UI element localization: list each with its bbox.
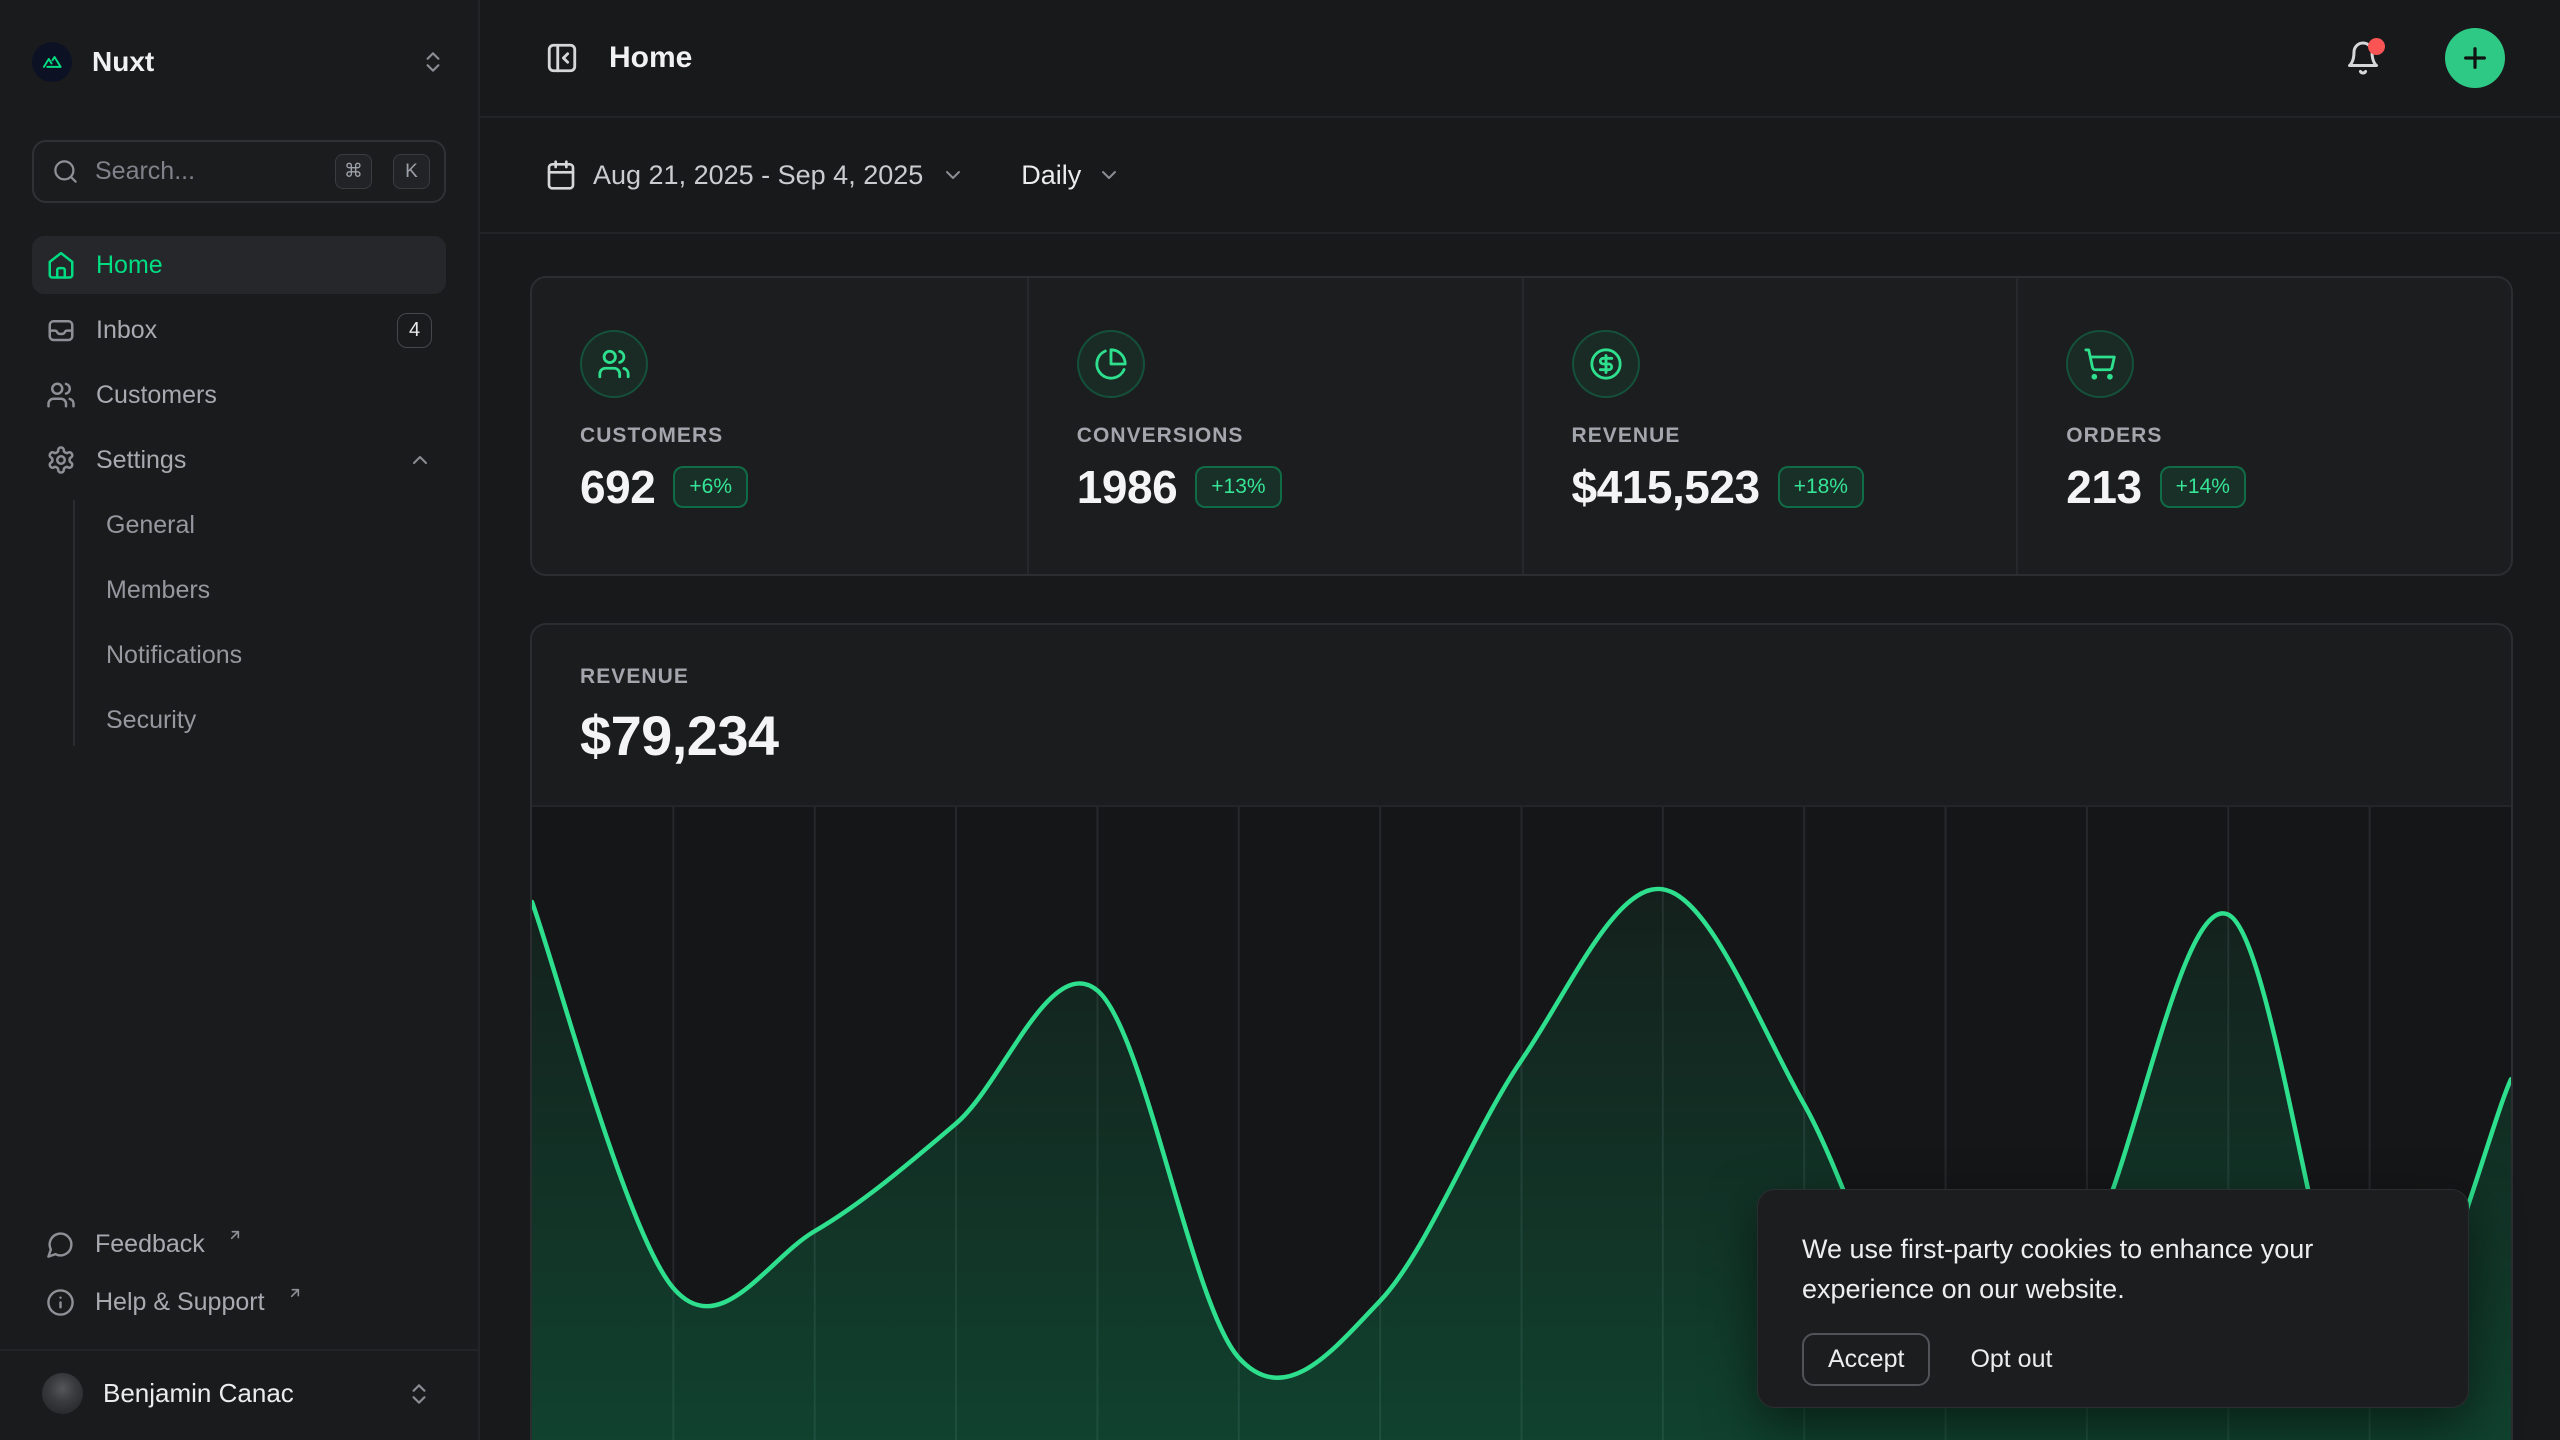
footer-link-label: Feedback — [95, 1229, 205, 1258]
sidebar-item-inbox[interactable]: Inbox 4 — [32, 301, 446, 359]
sidebar-item-notifications[interactable]: Notifications — [32, 626, 446, 684]
sidebar-item-label: Security — [106, 705, 197, 734]
chevrons-up-down-icon — [420, 49, 446, 75]
sidebar-item-settings[interactable]: Settings — [32, 431, 446, 489]
external-arrow-icon — [287, 1285, 303, 1301]
bell-icon — [2345, 40, 2381, 76]
stat-delta-badge: +6% — [673, 466, 748, 508]
cookie-banner: We use first-party cookies to enhance yo… — [1757, 1189, 2469, 1408]
settings-subnav: General Members Notifications Security — [32, 496, 446, 756]
sidebar-item-home[interactable]: Home — [32, 236, 446, 294]
stat-value: 1986 — [1076, 461, 1178, 513]
sidebar-item-label: Settings — [96, 445, 187, 474]
info-circle-icon — [46, 1288, 75, 1317]
home-icon — [46, 250, 76, 280]
sidebar-item-label: Customers — [96, 380, 217, 409]
page-title: Home — [609, 41, 693, 74]
stat-card-orders[interactable]: ORDERS 213 +14% — [2016, 278, 2511, 574]
stat-label: CUSTOMERS — [580, 424, 724, 447]
dollar-circle-icon — [1571, 330, 1640, 398]
stat-card-revenue[interactable]: REVENUE $415,523 +18% — [1521, 278, 2017, 574]
accept-cookies-button[interactable]: Accept — [1802, 1333, 1931, 1387]
avatar — [42, 1373, 83, 1414]
pie-chart-icon — [1076, 330, 1145, 398]
plus-icon — [2459, 42, 2491, 74]
search-icon — [52, 158, 79, 185]
stat-value: 213 — [2066, 461, 2142, 513]
user-name: Benjamin Canac — [103, 1378, 294, 1408]
granularity-label: Daily — [1021, 159, 1082, 190]
help-support-link[interactable]: Help & Support — [32, 1273, 446, 1331]
revenue-chart-label: REVENUE — [580, 665, 689, 688]
revenue-chart-header: REVENUE $79,234 — [532, 625, 2511, 805]
chart-line — [532, 886, 2511, 1396]
cookie-actions: Accept Opt out — [1802, 1333, 2424, 1387]
inbox-icon — [46, 315, 76, 345]
users-icon — [580, 330, 648, 398]
optout-cookies-button[interactable]: Opt out — [1970, 1345, 2053, 1374]
revenue-chart-value: $79,234 — [580, 704, 779, 767]
chart-area-fill — [532, 888, 2511, 1440]
chevron-down-icon — [1097, 163, 1121, 187]
stat-value: 692 — [580, 461, 656, 513]
kbd-k: K — [393, 154, 430, 189]
sidebar-item-label: Home — [96, 250, 163, 279]
stat-label: REVENUE — [1571, 424, 1681, 447]
stat-delta-badge: +13% — [1195, 466, 1282, 508]
chevron-down-icon — [941, 163, 965, 187]
workspace-name: Nuxt — [92, 46, 155, 77]
filters-toolbar: Aug 21, 2025 - Sep 4, 2025 Daily — [480, 118, 2560, 234]
sidebar-item-general[interactable]: General — [32, 496, 446, 554]
granularity-select[interactable]: Daily — [1021, 160, 1121, 191]
stat-label: ORDERS — [2066, 424, 2163, 447]
gear-icon — [46, 445, 76, 475]
sidebar-nav: Home Inbox 4 Customers Settings — [32, 236, 446, 758]
sidebar-spacer — [32, 758, 446, 1215]
user-menu[interactable]: Benjamin Canac — [32, 1351, 446, 1440]
page-header: Home — [480, 0, 2560, 118]
kbd-meta: ⌘ — [335, 154, 372, 189]
sidebar-item-label: General — [106, 510, 195, 539]
sidebar-item-customers[interactable]: Customers — [32, 366, 446, 424]
search-input[interactable]: Search... ⌘ K — [32, 140, 446, 203]
sidebar-item-label: Members — [106, 575, 211, 604]
cart-icon — [2066, 330, 2135, 398]
inbox-count-badge: 4 — [397, 312, 432, 348]
calendar-icon — [545, 159, 577, 191]
stat-delta-badge: +18% — [1777, 466, 1864, 508]
stats-row: CUSTOMERS 692 +6% CONVERSIONS 1986 +13% — [530, 276, 2513, 576]
date-range-picker[interactable]: Aug 21, 2025 - Sep 4, 2025 — [545, 159, 965, 191]
nuxt-logo-icon — [32, 42, 72, 82]
sidebar-item-security[interactable]: Security — [32, 691, 446, 749]
workspace-switcher[interactable]: Nuxt — [32, 42, 446, 82]
search-placeholder: Search... — [95, 157, 196, 185]
date-range-label: Aug 21, 2025 - Sep 4, 2025 — [593, 159, 924, 190]
external-arrow-icon — [227, 1227, 243, 1243]
sidebar-divider — [0, 1349, 478, 1351]
stat-label: CONVERSIONS — [1076, 424, 1244, 447]
stat-card-conversions[interactable]: CONVERSIONS 1986 +13% — [1026, 278, 1522, 574]
message-bubble-icon — [46, 1230, 75, 1259]
notifications-button[interactable] — [2345, 38, 2385, 76]
sidebar-collapse-button[interactable] — [545, 41, 579, 75]
footer-link-label: Help & Support — [95, 1287, 265, 1316]
sidebar-item-members[interactable]: Members — [32, 561, 446, 619]
sidebar-item-label: Notifications — [106, 640, 243, 669]
chevrons-up-down-icon — [406, 1381, 432, 1407]
sidebar: Nuxt Search... ⌘ K Home — [0, 0, 480, 1440]
feedback-link[interactable]: Feedback — [32, 1215, 446, 1273]
subnav-guide-line — [73, 500, 75, 746]
add-button[interactable] — [2445, 28, 2505, 88]
chevron-up-icon — [408, 448, 432, 472]
cookie-message: We use first-party cookies to enhance yo… — [1802, 1234, 2314, 1304]
sidebar-item-label: Inbox — [96, 315, 158, 344]
users-icon — [46, 380, 76, 410]
notification-dot — [2368, 38, 2385, 55]
stat-delta-badge: +14% — [2159, 466, 2246, 508]
stat-card-customers[interactable]: CUSTOMERS 692 +6% — [532, 278, 1027, 574]
stat-value: $415,523 — [1571, 461, 1761, 513]
